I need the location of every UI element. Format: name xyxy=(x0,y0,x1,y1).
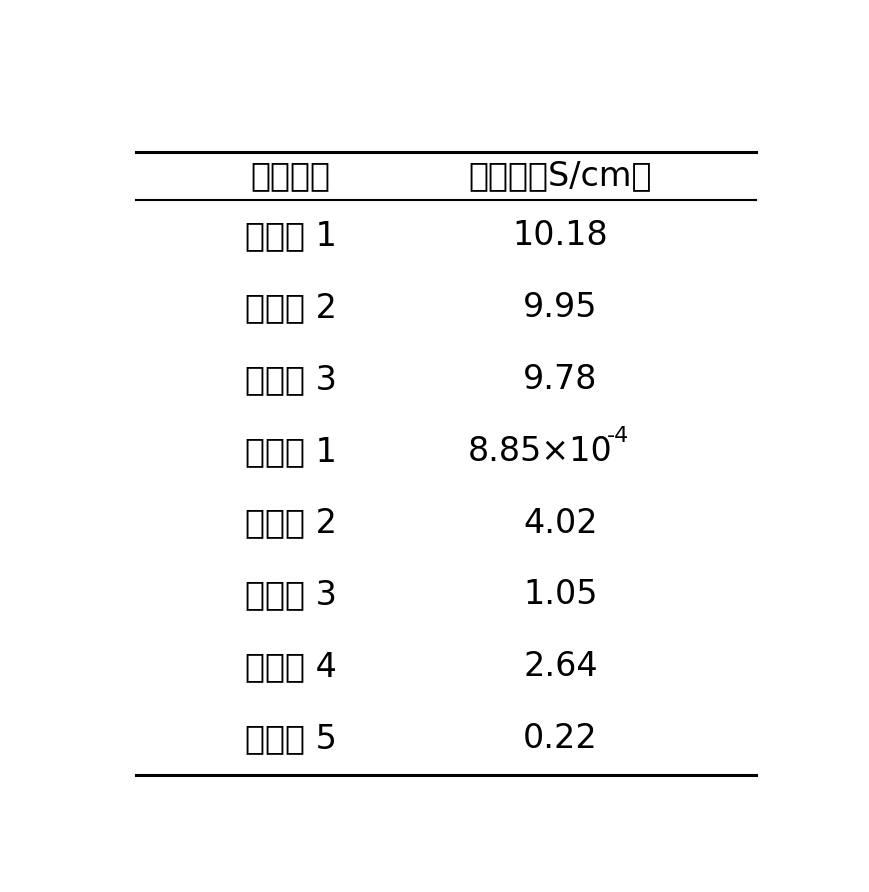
Text: 9.78: 9.78 xyxy=(523,363,597,396)
Text: -4: -4 xyxy=(606,426,628,446)
Text: 2.64: 2.64 xyxy=(522,650,597,683)
Text: 9.95: 9.95 xyxy=(522,291,597,324)
Text: 实施例 3: 实施例 3 xyxy=(244,363,336,396)
Text: 0.22: 0.22 xyxy=(522,723,597,756)
Text: 比较例 5: 比较例 5 xyxy=(244,723,336,756)
Text: 比较例 2: 比较例 2 xyxy=(244,507,336,540)
Text: 比较例 1: 比较例 1 xyxy=(244,434,336,467)
Text: 实施例 1: 实施例 1 xyxy=(244,219,336,252)
Text: 比较例 3: 比较例 3 xyxy=(244,579,336,612)
Text: 比较例 4: 比较例 4 xyxy=(244,650,336,683)
Text: 试验项目: 试验项目 xyxy=(250,160,330,192)
Text: 10.18: 10.18 xyxy=(512,219,607,252)
Text: 4.02: 4.02 xyxy=(522,507,597,540)
Text: 电导率（S/cm）: 电导率（S/cm） xyxy=(468,160,652,192)
Text: 8.85×10: 8.85×10 xyxy=(468,434,612,467)
Text: 1.05: 1.05 xyxy=(522,579,597,612)
Text: 实施例 2: 实施例 2 xyxy=(244,291,336,324)
